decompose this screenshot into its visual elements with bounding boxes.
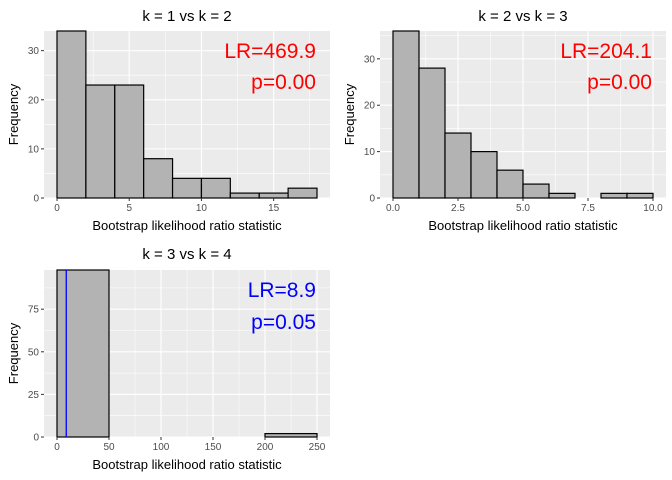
panel-3-annotation-lr: LR=8.9 <box>248 279 316 302</box>
panel-2-annotation-lr: LR=204.1 <box>560 40 652 63</box>
panel-3-annotation-p: p=0.05 <box>251 311 316 334</box>
panel-2-bar <box>418 67 446 199</box>
panel-3-y-tick-label: 75 <box>28 305 40 316</box>
panel-2-bar <box>522 183 550 199</box>
panel-2-bar <box>548 192 576 199</box>
panel-3-plot-area: 0 50 100 150 200 250 0 25 50 75 <box>28 269 330 453</box>
panel-1-plot-area: 0 5 10 15 0 10 20 30 <box>28 30 330 214</box>
panel-2-y-tick-label: 20 <box>364 101 376 112</box>
panel-2-plot-area: 0.0 2.5 5.0 7.5 10.0 0 10 20 30 <box>364 30 666 214</box>
panel-1-bar <box>114 84 145 199</box>
panel-1-bar <box>287 187 318 199</box>
panel-1-x-tick-label: 10 <box>196 203 208 214</box>
panel-1-annotation-p: p=0.00 <box>251 71 316 94</box>
panel-3-title: k = 3 vs k = 4 <box>142 246 231 263</box>
panel-1-y-tick-label: 30 <box>28 46 40 57</box>
panel-2-x-tick-label: 0.0 <box>386 203 400 214</box>
panel-2-bar <box>444 132 472 199</box>
panel-1-bar <box>229 192 260 199</box>
panel-1-xlabel: Bootstrap likelihood ratio statistic <box>92 218 282 233</box>
panel-2-ylabel: Frequency <box>342 83 357 145</box>
panel-2-bar <box>626 192 654 199</box>
panel-2-bar <box>496 169 524 199</box>
panel-3-x-tick-label: 250 <box>309 442 326 453</box>
panel-1-x-tick-label: 5 <box>126 203 132 214</box>
panel-2-y-tick-label: 0 <box>369 194 375 205</box>
panel-1-bar <box>56 30 87 199</box>
panel-2-bar <box>470 151 498 199</box>
panel-2-x-tick-label: 7.5 <box>581 203 595 214</box>
panel-1-y-tick-label: 0 <box>33 194 39 205</box>
panel-3-bar <box>56 269 110 438</box>
panel-1-bar <box>200 177 231 199</box>
panel-2-annotation-p: p=0.00 <box>587 71 652 94</box>
panel-3-bar <box>264 432 318 438</box>
panel-1-bar <box>143 158 174 199</box>
panel-1-annotation-lr: LR=469.9 <box>224 40 316 63</box>
panel-2: 0.0 2.5 5.0 7.5 10.0 0 10 20 30 k = 2 vs k = 3 B… <box>342 8 666 233</box>
panel-3-y-tick-label: 0 <box>33 433 39 444</box>
panel-2-x-tick-label: 10.0 <box>643 203 663 214</box>
panel-1-y-tick-label: 10 <box>28 144 40 155</box>
panel-2-y-tick-label: 30 <box>364 54 376 65</box>
panel-3-xlabel: Bootstrap likelihood ratio statistic <box>92 457 282 472</box>
panel-3-y-tick-label: 50 <box>28 347 40 358</box>
panel-2-bar <box>392 30 420 199</box>
panel-2-title: k = 2 vs k = 3 <box>478 8 567 25</box>
panel-3-y-tick-label: 25 <box>28 390 40 401</box>
panel-2-y-tick-label: 10 <box>364 147 376 158</box>
panel-1-bar <box>171 177 203 199</box>
panel-3-x-tick-label: 50 <box>103 442 115 453</box>
panel-1-y-tick-label: 20 <box>28 95 40 106</box>
panel-2-bar <box>600 192 628 199</box>
panel-3-x-tick-label: 100 <box>153 442 170 453</box>
panel-1-bar <box>85 84 116 199</box>
panel-3: 0 50 100 150 200 250 0 25 50 75 k = 3 vs k = 4 Bo… <box>6 246 330 472</box>
panel-1: 0 5 10 15 0 10 20 30 k = 1 vs k = 2 Bootstrap l… <box>6 8 330 233</box>
panel-2-x-tick-label: 2.5 <box>451 203 465 214</box>
panel-1-title: k = 1 vs k = 2 <box>142 8 231 25</box>
panel-1-x-tick-label: 15 <box>268 203 280 214</box>
panel-2-x-tick-label: 5.0 <box>516 203 530 214</box>
panel-1-ylabel: Frequency <box>6 83 21 145</box>
panel-3-x-tick-label: 0 <box>54 442 60 453</box>
panel-3-ylabel: Frequency <box>6 322 21 384</box>
panel-1-x-tick-label: 0 <box>54 203 60 214</box>
panel-2-xlabel: Bootstrap likelihood ratio statistic <box>428 218 618 233</box>
panel-1-bar <box>258 192 289 199</box>
panel-3-x-tick-label: 200 <box>257 442 274 453</box>
panel-3-x-tick-label: 150 <box>205 442 222 453</box>
